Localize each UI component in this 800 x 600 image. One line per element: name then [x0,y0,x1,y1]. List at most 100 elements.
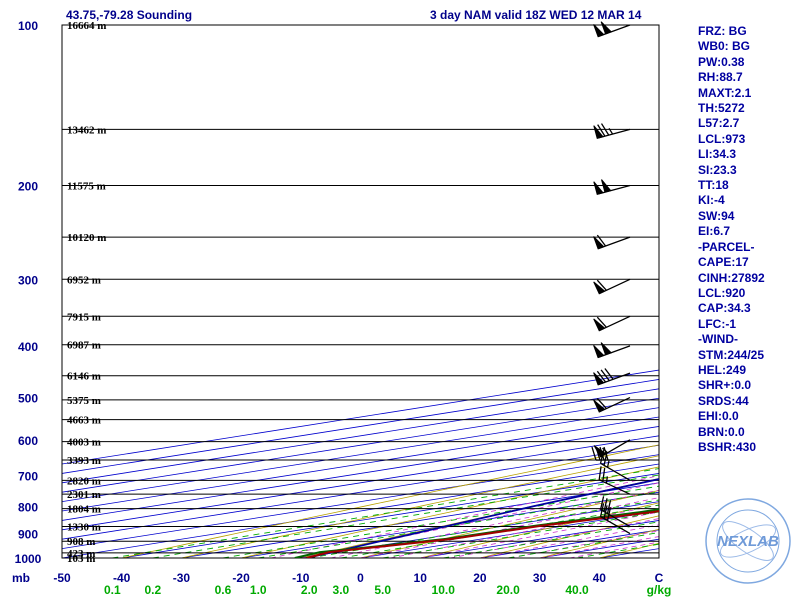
index-item: PW:0.38 [698,54,745,69]
isotherm-line [62,463,659,558]
height-label: 4003 m [67,437,101,449]
isotherm-line [62,379,659,474]
index-item: RH:88.7 [698,70,743,85]
pressure-tick-label: 600 [18,434,38,448]
parcel-trace [306,478,659,558]
height-label: 1330 m [67,522,101,534]
isotherm-line [62,416,659,512]
isotherm-line [62,444,659,540]
wind-barb [599,449,631,481]
background-grid [62,25,800,558]
pressure-unit-label: mb [12,571,30,585]
dry-adiabat-line [778,25,800,558]
isobar-lines [61,24,660,559]
height-label: 11575 m [67,180,106,192]
temperature-tick-label: -40 [113,571,131,585]
index-item: KI:-4 [698,193,725,208]
index-item: TH:5272 [698,101,745,116]
wind-barb [593,342,631,359]
height-label: 13462 m [67,124,106,136]
index-item: -PARCEL- [698,239,755,254]
isotherm-line [62,435,659,531]
logo-text: NEXLAB [717,533,779,550]
dry-adiabat-line [360,490,659,558]
height-label: 6146 m [67,371,101,383]
wind-barb [598,466,631,495]
isotherm-line [62,426,659,521]
wind-barbs [591,21,631,535]
mixing-ratio-line [222,485,659,558]
height-label: 4663 m [67,415,101,427]
index-item: TT:18 [698,178,729,193]
temperature-unit-label: C [655,571,664,585]
height-label: 423 m [67,548,95,560]
temperature-tick-label: 30 [533,571,547,585]
temperature-tick-label: 20 [473,571,487,585]
dry-adiabat-line [479,515,659,558]
height-label: 2820 m [67,475,101,487]
temperature-tick-label: 0 [357,571,364,585]
isotherm-line [62,388,659,484]
isotherm-line [62,397,659,493]
mixing-ratio-line [152,474,659,558]
pressure-tick-label: 900 [18,528,38,542]
height-label: 908 m [67,536,95,548]
moist-adiabat-line [270,475,659,558]
mixing-ratio-label: 0.6 [215,583,232,597]
height-label: 6952 m [67,274,101,286]
index-item: EI:6.7 [698,224,731,239]
temperature-trace [306,510,659,558]
mixing-ratio-label: 0.1 [104,583,121,597]
wind-barb [593,179,631,195]
index-item: CAPE:17 [698,255,749,270]
temperature-tick-label: 40 [593,571,607,585]
mixing-ratio-label: 40.0 [565,583,589,597]
temperature-tick-label: -10 [292,571,310,585]
height-label: 10120 m [67,232,106,244]
wind-barb [593,396,631,413]
nexlab-logo: NEXLAB [705,498,791,584]
temperature-tick-labels: -50 -40 -30 -20 -10 0 10 20 30 40 C [53,571,663,585]
height-label: 5375 m [67,395,101,407]
pressure-tick-label: 500 [18,392,38,406]
isotherm-line [62,407,659,503]
index-item: STM:244/25 [698,347,765,362]
index-item: L57:2.7 [698,116,740,131]
mixing-ratio-unit-label: g/kg [647,583,672,597]
height-label: 2301 m [67,489,101,501]
pressure-tick-label: 800 [18,500,38,514]
mixing-ratio-label: 20.0 [496,583,520,597]
mixing-ratio-label: 0.2 [144,583,161,597]
wind-barb [593,315,631,332]
mixing-ratio-line [112,468,659,558]
index-item: BRN:0.0 [698,424,745,439]
pressure-tick-label: 400 [18,340,38,354]
index-item: LCL:920 [698,285,746,300]
temperature-tick-label: -20 [232,571,250,585]
mixing-ratio-label: 1.0 [250,583,267,597]
model-valid-time: 3 day NAM valid 18Z WED 12 MAR 14 [430,8,642,22]
stability-indices-list: FRZ: BG WB0: BG PW:0.38 RH:88.7 MAXT:2.1 TH:5… [698,24,765,455]
sounding-traces [294,478,659,558]
temperature-tick-label: -50 [53,571,71,585]
wind-barb [593,368,631,386]
moist-adiabat-line [360,497,659,558]
wind-barb [593,123,631,139]
temperature-tick-label: -30 [173,571,191,585]
index-item: CINH:27892 [698,270,765,285]
index-item: SI:23.3 [698,162,737,177]
height-label: 7915 m [67,311,101,323]
index-item: LFC:-1 [698,316,736,331]
plot-frame [61,24,660,559]
pressure-tick-label: 1000 [15,552,42,566]
index-item: SHR+:0.0 [698,378,752,393]
mixing-ratio-label: 3.0 [333,583,350,597]
moist-adiabat-line [300,482,659,558]
isotherm-line [62,454,659,550]
sounding-location-title: 43.75,-79.28 Sounding [66,8,193,22]
temperature-tick-label: 10 [414,571,428,585]
height-label: 16664 m [67,20,106,32]
height-label: 3393 m [67,455,101,467]
